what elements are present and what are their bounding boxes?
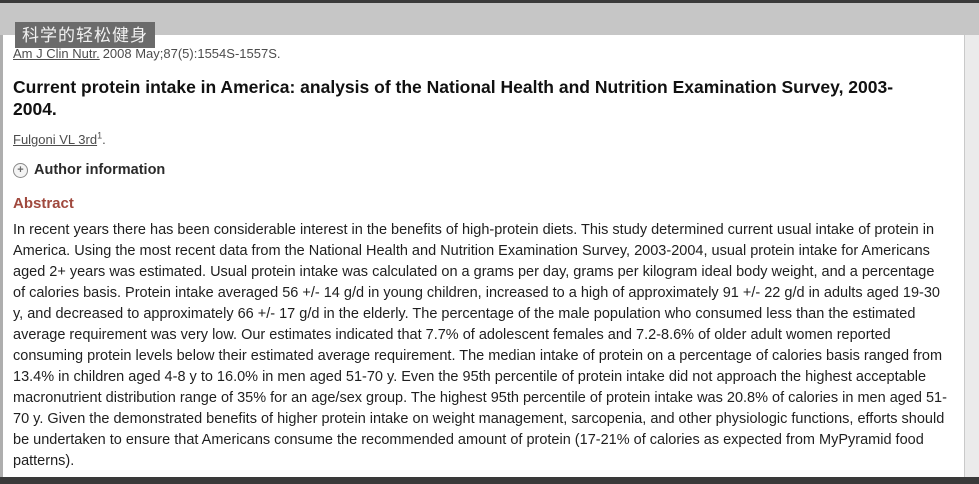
author-link[interactable]: Fulgoni VL 3rd [13,132,98,147]
author-affiliation-superscript: 1 [97,130,103,141]
journal-citation: Am J Clin Nutr. 2008 May;87(5):1554S-1557… [13,46,950,61]
page-left-edge [0,35,3,477]
article-title: Current protein intake in America: analy… [13,77,894,119]
expand-plus-icon[interactable]: + [13,162,28,178]
abstract-heading: Abstract [13,195,74,212]
article-content: Am J Clin Nutr. 2008 May;87(5):1554S-1557… [13,35,950,472]
author-line: Fulgoni VL 3rd1. [13,130,950,147]
author-information-label: Author information [34,162,166,178]
scrollbar-track[interactable] [964,35,979,477]
author-information-toggle[interactable]: + Author information [13,162,950,178]
journal-link[interactable]: Am J Clin Nutr. [13,46,100,61]
frame-bottom-bar [0,477,979,484]
citation-details: 2008 May;87(5):1554S-1557S. [102,46,281,61]
frame-top-border [0,0,979,3]
watermark-label: 科学的轻松健身 [15,22,155,48]
header-band [0,3,979,35]
author-line-period: . [102,132,106,147]
abstract-text: In recent years there has been considera… [13,222,947,469]
